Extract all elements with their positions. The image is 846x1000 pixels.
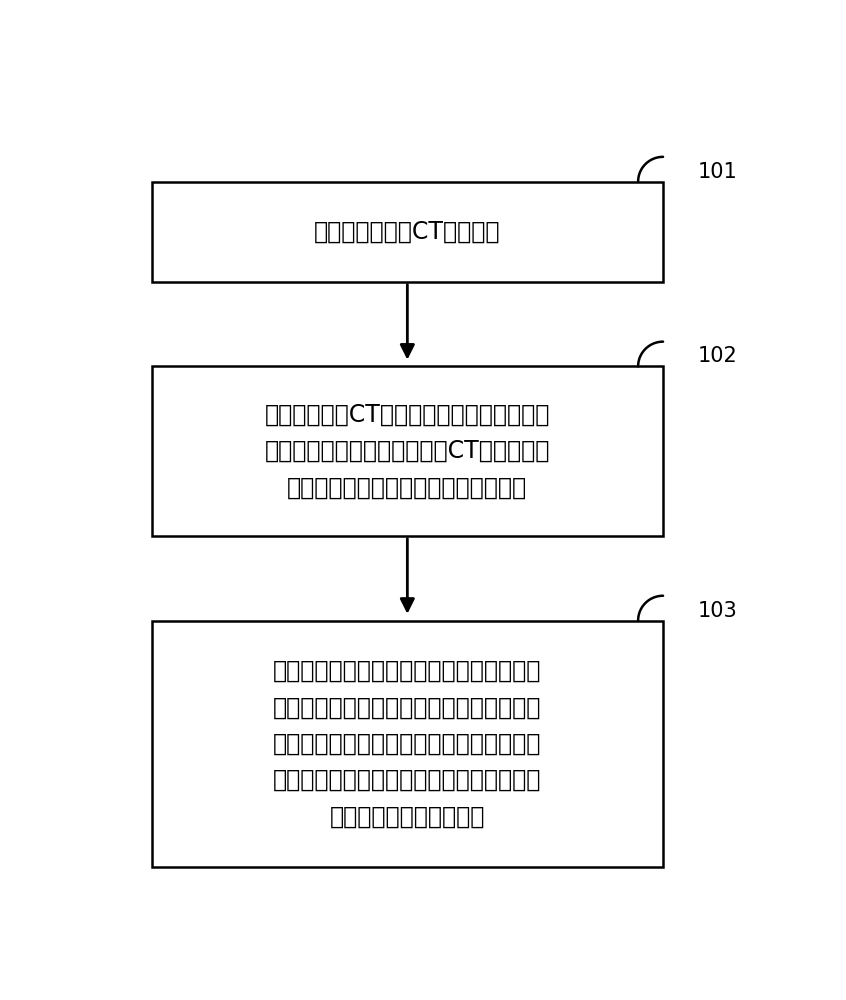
Text: 对碳酸盐岩的CT扫描图片进行二值化处理，
从二值化处理后的碳酸盐岩的CT扫描图片中
读取碳酸盐岩中多孔介质的二值化图像: 对碳酸盐岩的CT扫描图片进行二值化处理， 从二值化处理后的碳酸盐岩的CT扫描图片… xyxy=(265,403,550,499)
FancyBboxPatch shape xyxy=(151,182,663,282)
Text: 根据所述多孔介质的二值化图像建立碳酸盐
岩的物理模型；对碳酸盐岩的物理模型进行
物理场初始化、内节点碰撞迁移及边界点处
理；根据处理后的碳酸盐岩的物理模型，进
: 根据所述多孔介质的二值化图像建立碳酸盐 岩的物理模型；对碳酸盐岩的物理模型进行 … xyxy=(273,659,541,828)
Text: 读取碳酸盐岩的CT扫描图片: 读取碳酸盐岩的CT扫描图片 xyxy=(314,220,501,244)
FancyBboxPatch shape xyxy=(151,366,663,536)
Text: 102: 102 xyxy=(698,346,738,366)
Text: 101: 101 xyxy=(698,162,738,182)
Text: 103: 103 xyxy=(698,601,738,621)
FancyBboxPatch shape xyxy=(151,620,663,867)
